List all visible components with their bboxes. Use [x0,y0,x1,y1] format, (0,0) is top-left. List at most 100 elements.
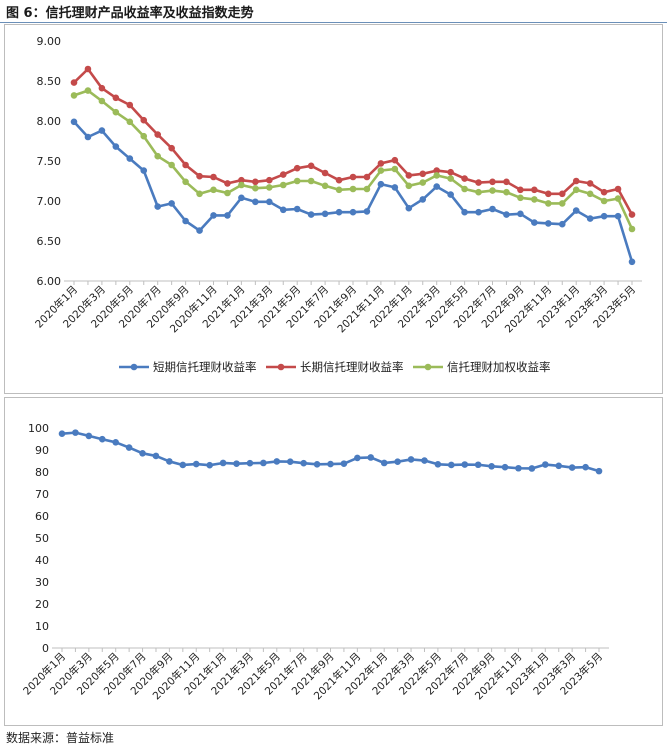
data-point [279,171,287,178]
data-point [154,203,161,210]
data-point [572,177,580,185]
data-point [210,186,217,194]
data-point [488,462,495,470]
data-point [98,84,106,92]
y-tick-label: 70 [35,488,49,501]
data-point [586,190,594,198]
data-point [531,219,538,226]
data-point [528,465,536,472]
data-point [168,161,175,169]
data-point [489,178,496,186]
y-tick-label: 9.00 [37,35,62,48]
data-point [70,79,78,86]
data-point [367,454,375,461]
data-point [246,459,254,467]
data-point [313,461,321,468]
data-point [126,118,134,126]
data-point [307,177,315,185]
data-point [614,185,622,193]
data-point [307,211,315,218]
data-point [196,172,203,180]
data-point [238,194,245,202]
legend-label: 信托理财加权收益率 [447,360,551,374]
data-point [419,196,427,203]
data-point [112,108,120,116]
data-point [377,180,385,188]
data-point [461,185,468,193]
data-point [84,133,92,141]
data-point [252,184,259,192]
y-tick-label: 7.00 [37,195,62,208]
data-point [363,185,371,193]
data-point [335,176,343,184]
data-point [586,215,594,222]
data-point [421,457,428,464]
data-point [394,458,401,465]
yield-index-chart: 01020304050607080901002020年1月2020年3月2020… [20,422,609,702]
legend-swatch-marker [424,363,432,371]
data-point [85,432,93,440]
legend-item: 信托理财加权收益率 [413,360,551,374]
y-tick-label: 20 [35,598,49,611]
data-point [139,450,146,457]
data-point [266,184,273,191]
data-point [354,454,361,462]
data-point [614,195,622,202]
data-point [501,463,509,471]
y-tick-label: 60 [35,510,49,523]
data-point [545,220,552,227]
data-point [555,462,563,470]
data-point [447,168,454,176]
data-point [568,464,576,471]
data-point [279,181,287,189]
data-point [600,188,608,196]
data-point [489,205,496,213]
data-point [70,92,78,99]
data-point [112,143,120,150]
data-point [321,169,329,177]
data-point [419,170,427,178]
data-point [405,182,413,190]
legend-swatch-marker [130,363,138,371]
data-point [252,178,259,186]
data-point [377,160,385,167]
data-point [517,194,524,202]
data-point [531,186,538,194]
data-point [224,189,231,197]
data-point [461,175,468,182]
data-point [558,220,566,228]
data-point [433,183,441,190]
data-point [558,190,566,198]
data-point [168,200,175,207]
y-tick-label: 30 [35,576,49,589]
data-point [266,176,273,184]
y-tick-label: 8.00 [37,115,62,128]
data-point [503,178,510,186]
data-point [405,172,413,179]
data-point [273,458,281,465]
data-point [419,179,427,186]
data-point [279,206,287,214]
data-point [219,459,227,467]
data-point [391,184,399,191]
data-point [349,173,357,181]
data-point [154,131,161,138]
data-point [300,459,307,467]
legend-label: 短期信托理财收益率 [153,360,257,374]
data-point [614,212,622,220]
data-point [238,181,245,189]
data-point [327,460,334,468]
data-point [206,461,213,469]
data-point [154,152,161,160]
data-point [461,461,469,468]
data-point [182,178,189,186]
data-point [628,225,636,233]
data-point [349,185,357,193]
data-point [84,87,92,94]
data-point [252,198,259,206]
data-point [126,101,134,109]
data-point [628,258,636,266]
data-point [434,461,442,468]
data-point [586,180,594,187]
y-tick-label: 10 [35,620,49,633]
